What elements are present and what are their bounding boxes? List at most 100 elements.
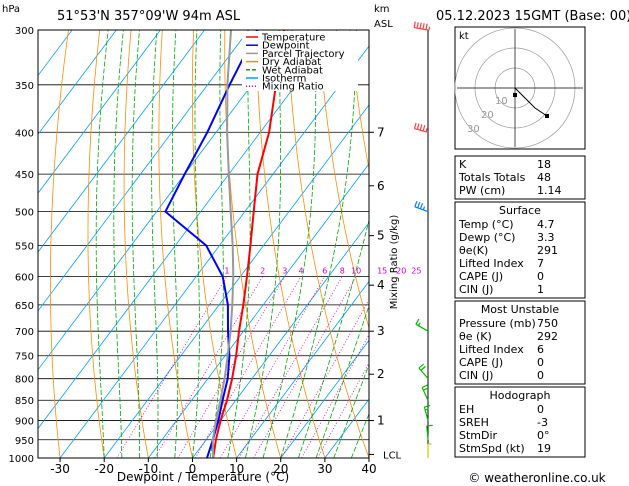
mixing-ratio-line bbox=[238, 276, 343, 458]
table-row-label: StmDir bbox=[459, 429, 498, 442]
pressure-tick-label: 600 bbox=[15, 272, 34, 283]
table-row-value: 19 bbox=[537, 442, 551, 455]
temperature-tick-label: -20 bbox=[94, 462, 114, 476]
pressure-tick-label: 900 bbox=[15, 417, 34, 428]
table-row-value: 4.7 bbox=[537, 218, 555, 231]
dry-adiabat-line bbox=[255, 30, 326, 458]
wet-adiabat-line bbox=[262, 30, 317, 458]
dry-adiabat-line bbox=[287, 30, 369, 458]
wind-barb bbox=[414, 200, 429, 213]
legend-background bbox=[242, 31, 358, 91]
table-row-label: Pressure (mb) bbox=[459, 317, 536, 330]
isotherm-line bbox=[38, 30, 73, 77]
datetime-header: 05.12.2023 15GMT (Base: 00) bbox=[436, 9, 629, 24]
wet-adiabat-line bbox=[131, 30, 140, 458]
pressure-unit: hPa bbox=[2, 4, 20, 15]
table-box bbox=[454, 155, 586, 200]
wet-adiabat-line bbox=[298, 218, 369, 458]
isotherm-line bbox=[192, 221, 369, 458]
km-tick-label: 4 bbox=[377, 278, 385, 292]
pressure-tick-label: 850 bbox=[15, 396, 34, 407]
copyright-text: © weatheronline.co.uk bbox=[468, 471, 605, 485]
mixing-ratio-line bbox=[116, 276, 228, 458]
wind-barb bbox=[423, 404, 431, 421]
legend-item-label: Isotherm bbox=[262, 74, 306, 85]
series-line-dewpoint bbox=[164, 30, 259, 458]
table-row-label: PW (cm) bbox=[459, 184, 505, 197]
storm-motion-marker bbox=[513, 93, 517, 97]
plot-area bbox=[38, 30, 369, 458]
table-row-value: 0 bbox=[537, 369, 544, 382]
isotherm-line bbox=[38, 30, 205, 253]
table-row-value: 291 bbox=[537, 244, 558, 257]
wind-barb bbox=[418, 363, 429, 380]
isotherm-line bbox=[38, 30, 117, 136]
table-row-value: 18 bbox=[537, 158, 551, 171]
mixing-ratio-tick-label: 15 bbox=[377, 266, 387, 275]
table-row-value: 7 bbox=[537, 257, 544, 270]
wind-barbs bbox=[413, 21, 433, 458]
km-tick-label: 7 bbox=[377, 125, 385, 139]
legend-item-label: Dry Adiabat bbox=[262, 57, 321, 68]
pressure-tick-label: 1000 bbox=[9, 454, 34, 465]
location-header: 51°53'N 357°09'W 94m ASL bbox=[57, 9, 241, 24]
plot-frame bbox=[37, 29, 370, 459]
table-row-label: Totals Totals bbox=[458, 171, 526, 184]
temperature-tick-label: 30 bbox=[317, 462, 332, 476]
axis-ticks: 3003504004505005506006507007508008509009… bbox=[9, 26, 422, 476]
table-row-value: -3 bbox=[537, 416, 548, 429]
wet-adiabat-line bbox=[151, 30, 159, 458]
km-tick-label: 6 bbox=[377, 179, 385, 193]
mixing-ratio-tick-label: 25 bbox=[411, 266, 421, 275]
lcl-label: LCL bbox=[383, 450, 402, 461]
mixing-ratio-axis-title: Mixing Ratio (g/kg) bbox=[389, 215, 400, 310]
table-row-value: 292 bbox=[537, 330, 558, 343]
wind-barb bbox=[427, 443, 432, 458]
mixing-ratio-line bbox=[317, 362, 369, 458]
table-row-label: EH bbox=[459, 403, 474, 416]
table-row-label: CAPE (J) bbox=[459, 356, 503, 369]
legend-item-label: Parcel Trajectory bbox=[262, 49, 345, 60]
table-row-value: 0 bbox=[537, 356, 544, 369]
wet-adiabat-line bbox=[113, 30, 124, 458]
wet-adiabat-line bbox=[280, 30, 357, 458]
isotherm-line bbox=[38, 30, 338, 430]
dry-adiabat-line bbox=[191, 30, 237, 458]
series-line-temperature bbox=[212, 30, 285, 458]
table-title: Hodograph bbox=[490, 389, 551, 402]
pressure-tick-label: 750 bbox=[15, 352, 34, 363]
temperature-tick-label: -30 bbox=[50, 462, 70, 476]
mixing-ratio-line bbox=[154, 276, 264, 458]
wet-adiabat-line bbox=[227, 30, 251, 458]
hodograph-ring-label: 10 bbox=[495, 96, 508, 107]
km-tick-label: 5 bbox=[377, 229, 385, 243]
wind-barb bbox=[421, 384, 430, 401]
isotherm-line bbox=[59, 45, 369, 458]
km-tick-label: 2 bbox=[377, 367, 385, 381]
table-row-value: 6 bbox=[537, 343, 544, 356]
isotherm-line bbox=[103, 104, 369, 458]
dry-adiabat-line bbox=[158, 30, 193, 458]
temperature-tick-label: 0 bbox=[189, 462, 197, 476]
table-row-label: SREH bbox=[459, 416, 489, 429]
hodograph-trace bbox=[514, 87, 548, 117]
dry-adiabat-line bbox=[50, 30, 69, 458]
wet-adiabat-line bbox=[95, 30, 109, 458]
table-row-value: 1 bbox=[537, 283, 544, 296]
mixing-ratio-line bbox=[219, 276, 326, 458]
temperature-tick-label: 10 bbox=[229, 462, 244, 476]
wet-adiabat-line bbox=[171, 30, 179, 458]
mixing-ratio-tick-label: 6 bbox=[322, 266, 327, 275]
table-row-value: 48 bbox=[537, 171, 551, 184]
table-title: Most Unstable bbox=[481, 303, 560, 316]
dry-adiabat-line bbox=[87, 30, 105, 458]
table-row-value: 0 bbox=[537, 270, 544, 283]
temperature-tick-label: 20 bbox=[273, 462, 288, 476]
pressure-tick-label: 800 bbox=[15, 375, 34, 386]
wet-adiabat-line bbox=[245, 30, 282, 458]
km-unit: km bbox=[374, 4, 390, 15]
wind-barb bbox=[413, 21, 431, 31]
km-tick-label: 1 bbox=[377, 414, 385, 428]
